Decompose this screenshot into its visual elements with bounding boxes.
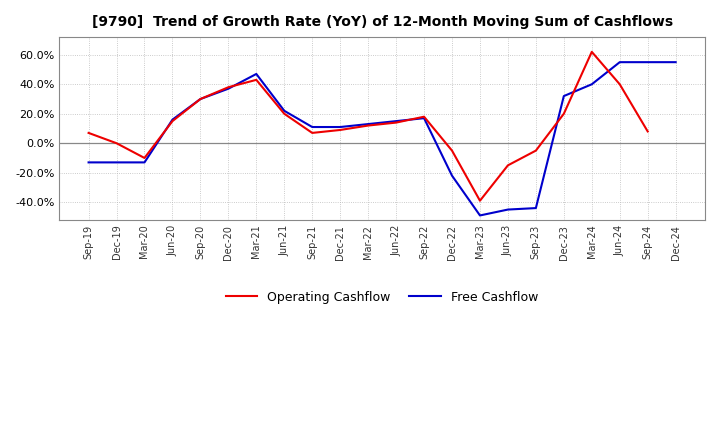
Title: [9790]  Trend of Growth Rate (YoY) of 12-Month Moving Sum of Cashflows: [9790] Trend of Growth Rate (YoY) of 12-… [91, 15, 672, 29]
Operating Cashflow [196, 96, 204, 102]
Free Cashflow [476, 213, 485, 218]
Operating Cashflow [84, 130, 93, 136]
Operating Cashflow [616, 82, 624, 87]
Line: Operating Cashflow: Operating Cashflow [89, 52, 648, 201]
Operating Cashflow [503, 163, 512, 168]
Operating Cashflow [140, 155, 149, 161]
Operating Cashflow [588, 49, 596, 55]
Free Cashflow [224, 86, 233, 92]
Operating Cashflow [364, 123, 372, 128]
Free Cashflow [280, 108, 289, 114]
Free Cashflow [559, 93, 568, 99]
Operating Cashflow [224, 84, 233, 90]
Operating Cashflow [392, 120, 400, 125]
Free Cashflow [168, 117, 177, 122]
Free Cashflow [336, 125, 344, 130]
Operating Cashflow [112, 141, 121, 146]
Free Cashflow [112, 160, 121, 165]
Operating Cashflow [308, 130, 317, 136]
Free Cashflow [644, 59, 652, 65]
Operating Cashflow [280, 111, 289, 117]
Free Cashflow [503, 207, 512, 212]
Operating Cashflow [420, 114, 428, 119]
Free Cashflow [671, 59, 680, 65]
Free Cashflow [616, 59, 624, 65]
Operating Cashflow [531, 148, 540, 153]
Free Cashflow [392, 118, 400, 124]
Free Cashflow [531, 205, 540, 211]
Operating Cashflow [476, 198, 485, 203]
Free Cashflow [448, 173, 456, 178]
Operating Cashflow [252, 77, 261, 82]
Free Cashflow [252, 71, 261, 77]
Operating Cashflow [336, 127, 344, 132]
Line: Free Cashflow: Free Cashflow [89, 62, 675, 216]
Operating Cashflow [168, 118, 177, 124]
Free Cashflow [84, 160, 93, 165]
Operating Cashflow [448, 148, 456, 153]
Free Cashflow [196, 96, 204, 102]
Free Cashflow [308, 125, 317, 130]
Operating Cashflow [559, 111, 568, 117]
Free Cashflow [588, 82, 596, 87]
Operating Cashflow [644, 129, 652, 134]
Free Cashflow [364, 121, 372, 127]
Legend: Operating Cashflow, Free Cashflow: Operating Cashflow, Free Cashflow [221, 286, 543, 309]
Free Cashflow [420, 116, 428, 121]
Free Cashflow [140, 160, 149, 165]
